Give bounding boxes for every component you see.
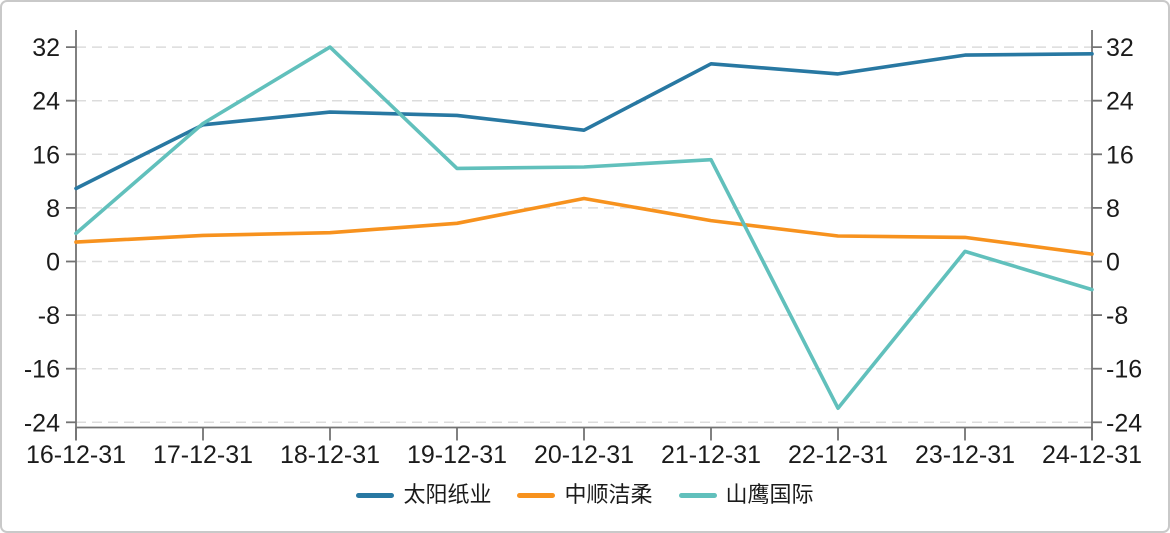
y-axis-label-right: 24: [1106, 88, 1134, 116]
y-axis-label-right: 8: [1106, 195, 1120, 223]
y-axis-label-left: -16: [24, 356, 60, 384]
x-axis-label: 24-12-31: [1042, 441, 1142, 469]
x-axis-label: 19-12-31: [407, 441, 507, 469]
y-axis-label-left: -8: [38, 302, 60, 330]
y-axis-label-left: -24: [24, 409, 60, 437]
y-axis-label-right: 0: [1106, 249, 1120, 277]
legend-label: 太阳纸业: [403, 482, 492, 507]
y-axis-label-right: 32: [1106, 34, 1134, 62]
x-axis-label: 18-12-31: [280, 441, 380, 469]
y-axis-label-left: 16: [32, 141, 60, 169]
y-axis-label-right: 16: [1106, 141, 1134, 169]
y-axis-label-left: 0: [46, 249, 60, 277]
series-line-中顺洁柔: [74, 196, 1094, 256]
legend-line-swatch: [517, 492, 556, 498]
y-axis-label-left: 24: [32, 88, 60, 116]
x-axis-label: 16-12-31: [26, 441, 126, 469]
legend-item[interactable]: 太阳纸业: [356, 484, 491, 506]
x-axis-label: 20-12-31: [534, 441, 634, 469]
series-line-山鹰国际: [74, 45, 1094, 411]
y-axis-label-left: 32: [32, 34, 60, 62]
legend-item[interactable]: 中顺洁柔: [517, 482, 653, 507]
x-axis-label: 17-12-31: [153, 441, 253, 469]
legend-line-swatch: [678, 492, 717, 498]
legend-line-swatch: [356, 492, 395, 498]
x-axis-label: 23-12-31: [915, 441, 1015, 469]
legend-label: 山鹰国际: [725, 482, 814, 507]
y-axis-label-right: -16: [1106, 356, 1142, 384]
series-line-太阳纸业: [74, 51, 1094, 191]
chart-legend: 太阳纸业 中顺洁柔 山鹰国际: [2, 478, 1168, 512]
legend-item[interactable]: 山鹰国际: [678, 482, 814, 507]
y-axis-label-right: -24: [1106, 409, 1142, 437]
x-axis-label: 22-12-31: [788, 441, 888, 469]
y-axis-label-left: 8: [46, 195, 60, 223]
legend-label: 中顺洁柔: [564, 482, 653, 507]
y-axis-label-right: -8: [1106, 302, 1128, 330]
x-axis-label: 21-12-31: [661, 441, 761, 469]
